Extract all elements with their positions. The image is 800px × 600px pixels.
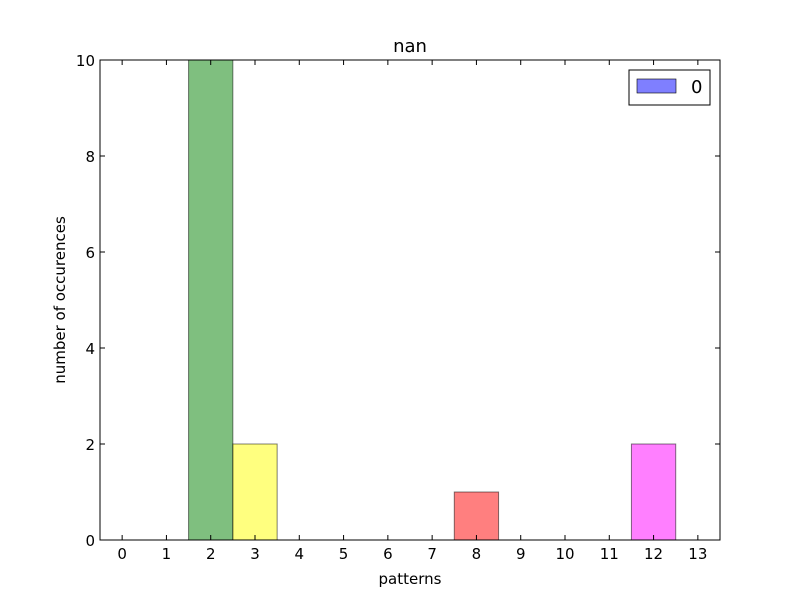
x-tick-label-8: 8 (472, 545, 482, 563)
legend-swatch (636, 78, 677, 94)
x-tick-label-0: 0 (117, 545, 127, 563)
legend-entry-label: 0 (691, 77, 702, 98)
x-tick-label-2: 2 (206, 545, 216, 563)
y-tick-label-6: 6 (85, 244, 95, 262)
legend: 0 (628, 69, 711, 106)
chart-title: nan (393, 36, 427, 57)
x-tick-label-11: 11 (600, 545, 619, 563)
x-tick-label-6: 6 (383, 545, 393, 563)
x-tick-labels: 0 1 2 3 4 5 6 7 8 9 10 11 12 13 (117, 545, 707, 563)
bar-2 (188, 59, 234, 541)
x-tick-label-12: 12 (644, 545, 663, 563)
bar-12 (630, 443, 677, 541)
x-axis-label: patterns (379, 570, 442, 588)
y-tick-label-8: 8 (85, 148, 95, 166)
x-tick-label-7: 7 (427, 545, 437, 563)
bar-3 (232, 443, 278, 541)
axis-ticks (100, 59, 720, 541)
plot-area-frame (99, 59, 721, 541)
x-tick-label-1: 1 (162, 545, 172, 563)
x-tick-label-5: 5 (339, 545, 349, 563)
x-tick-label-4: 4 (295, 545, 305, 563)
x-tick-label-13: 13 (688, 545, 707, 563)
bar-8 (453, 491, 500, 541)
x-tick-label-9: 9 (516, 545, 526, 563)
y-tick-label-10: 10 (76, 52, 95, 70)
y-axis-label: number of occurences (51, 216, 69, 384)
y-tick-label-2: 2 (85, 436, 95, 454)
y-tick-labels: 0 2 4 6 8 10 (76, 52, 95, 550)
y-tick-label-0: 0 (85, 532, 95, 550)
bars (188, 59, 677, 541)
x-tick-label-3: 3 (250, 545, 260, 563)
x-tick-label-10: 10 (555, 545, 574, 563)
y-tick-label-4: 4 (85, 340, 95, 358)
